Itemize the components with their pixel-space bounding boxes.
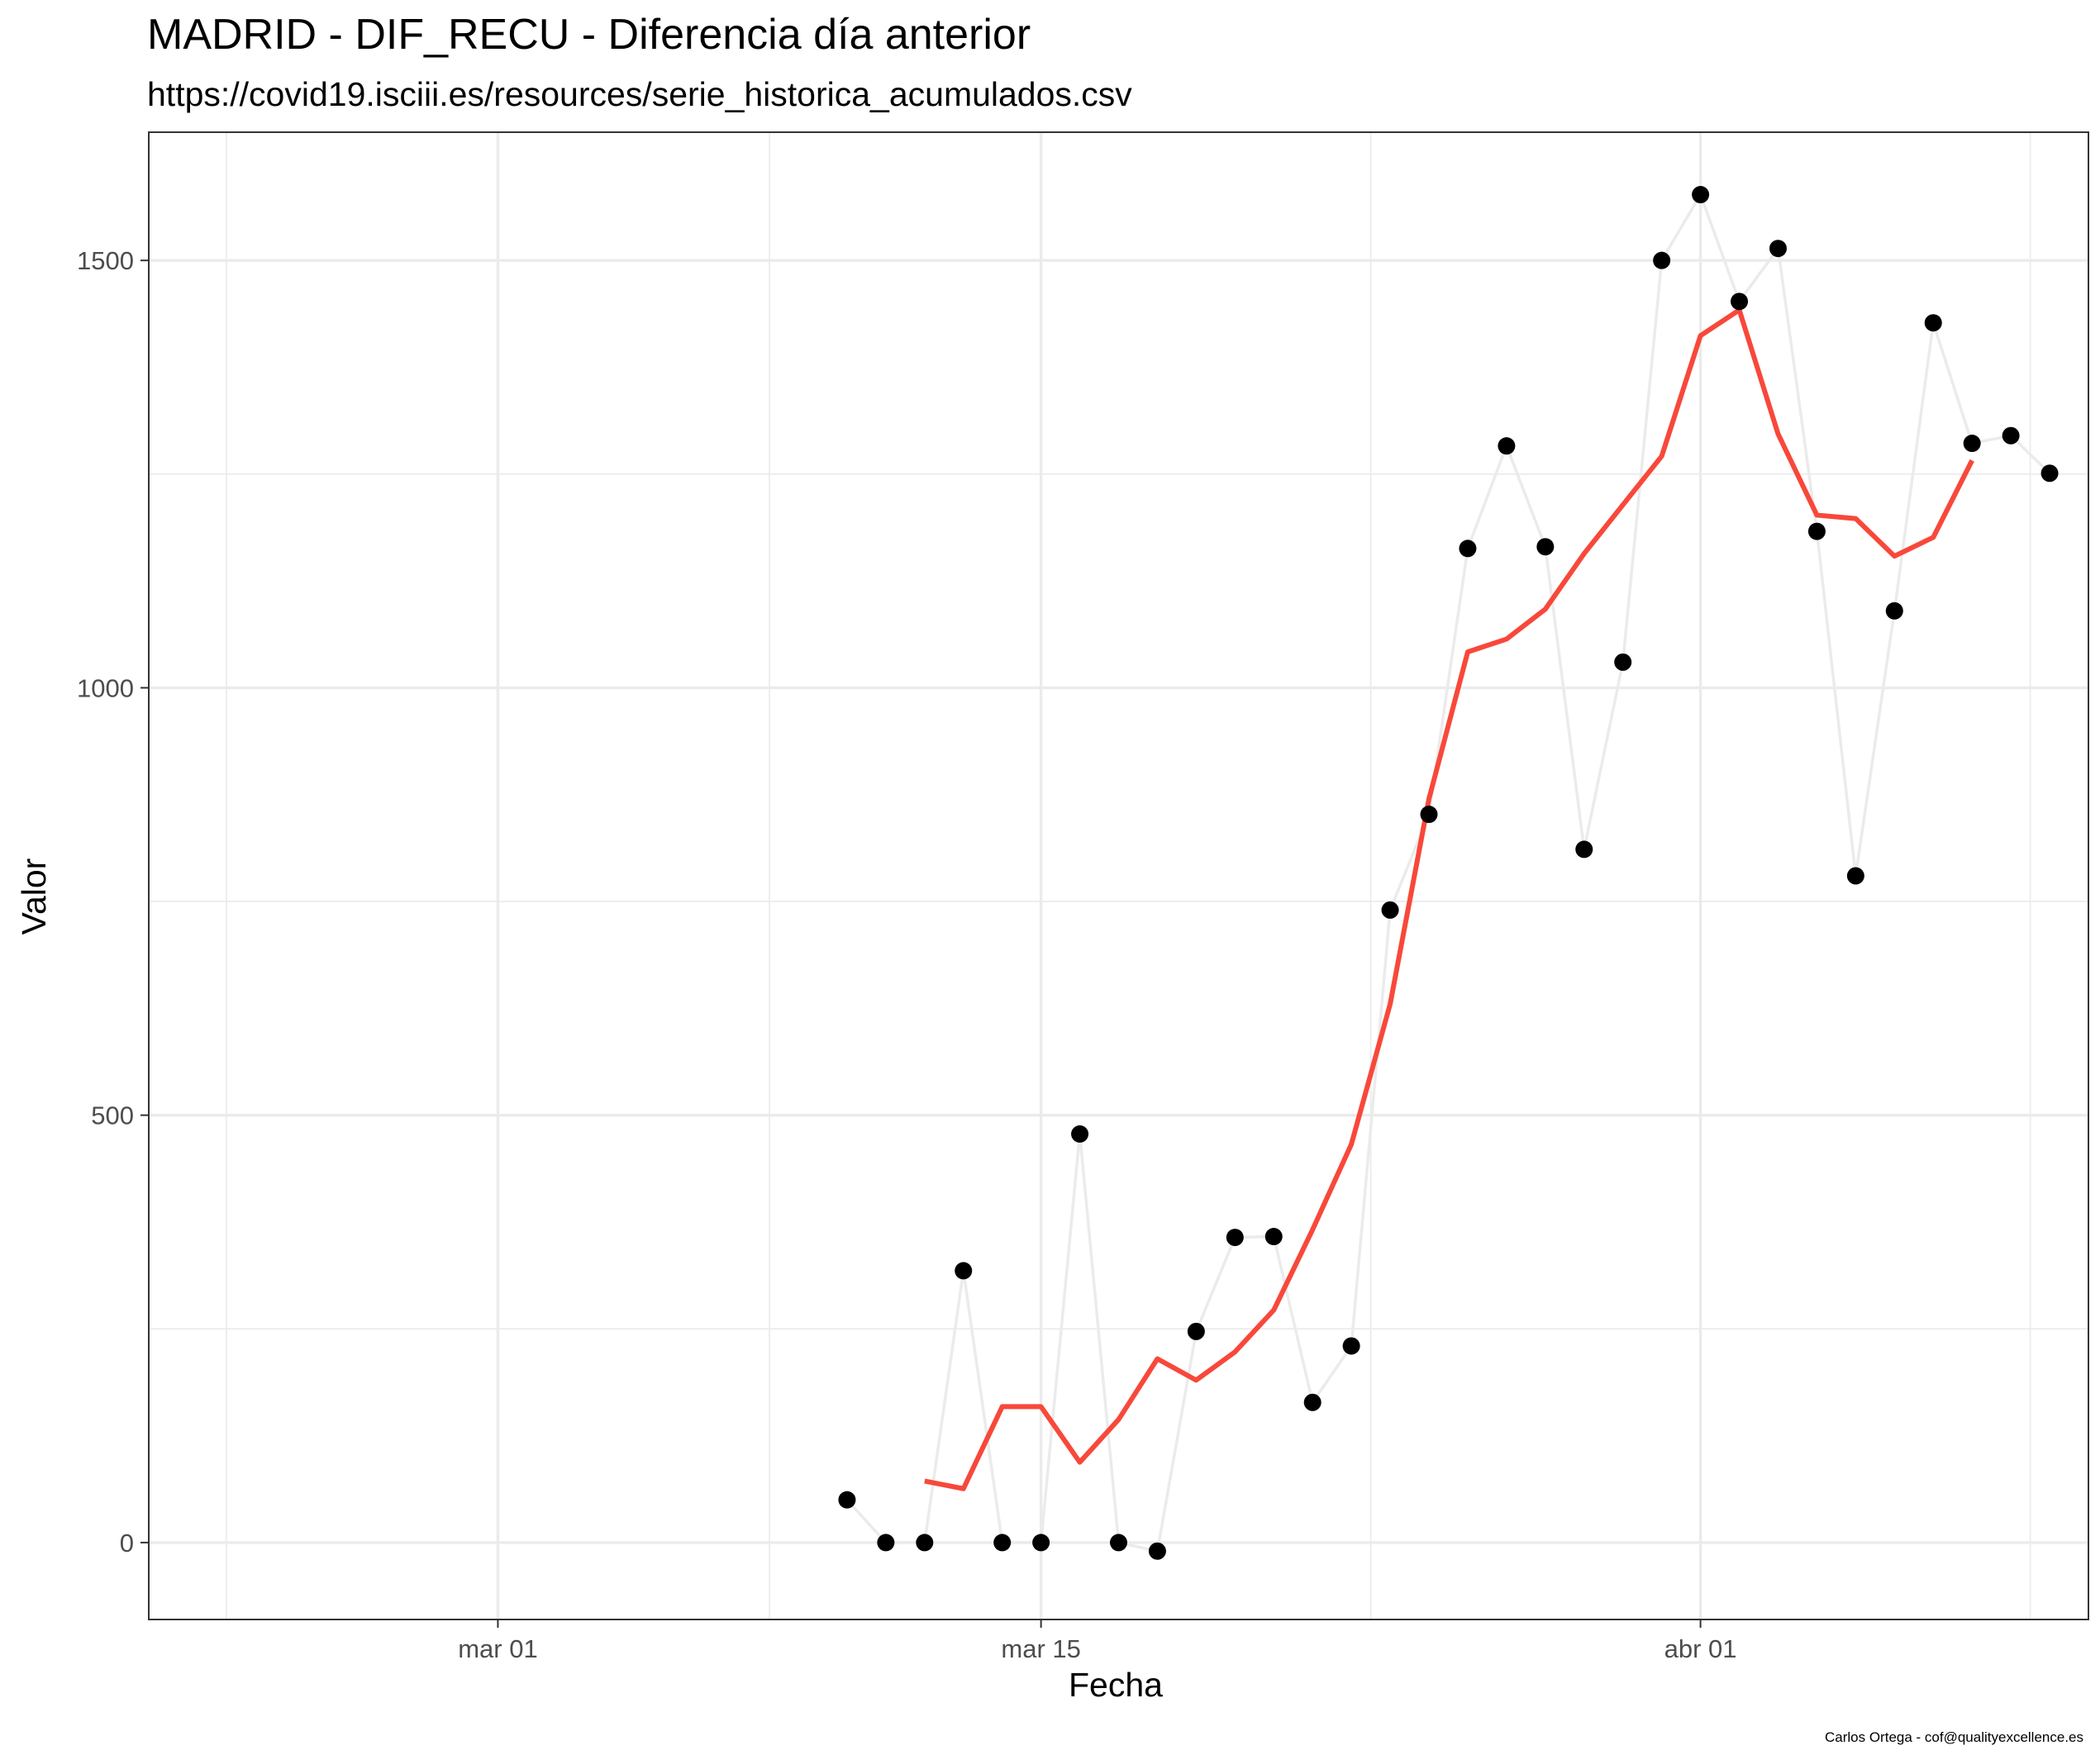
data-point xyxy=(916,1534,934,1552)
data-point xyxy=(1807,522,1826,540)
data-point xyxy=(1032,1534,1050,1552)
data-point xyxy=(1342,1337,1360,1355)
data-point xyxy=(1110,1534,1127,1552)
y-tick-label: 500 xyxy=(91,1101,134,1130)
x-axis-title: Fecha xyxy=(1069,1666,1163,1704)
data-point xyxy=(1575,840,1593,858)
data-point xyxy=(1381,901,1399,919)
y-tick-label: 0 xyxy=(120,1529,134,1558)
data-point xyxy=(1692,186,1710,204)
chart-caption: Carlos Ortega - cof@qualityexcellence.es xyxy=(1825,1729,2083,1745)
data-point xyxy=(2002,426,2020,445)
panel-border xyxy=(148,131,2089,1620)
plot-area: mar 01 mar 15 abr 01 0 500 1000 1500 xyxy=(77,131,2089,1663)
data-point xyxy=(1226,1229,1244,1247)
data-point xyxy=(1536,538,1555,556)
data-point xyxy=(1731,292,1749,311)
data-point xyxy=(993,1534,1012,1552)
raw-series-line xyxy=(845,193,2051,1553)
data-point xyxy=(1187,1322,1205,1340)
data-point xyxy=(1264,1228,1283,1246)
data-point xyxy=(1885,602,1903,620)
data-point xyxy=(1653,251,1671,269)
data-point xyxy=(838,1491,856,1509)
data-point xyxy=(1498,437,1516,455)
data-point xyxy=(1420,806,1438,824)
data-point xyxy=(1846,867,1864,885)
y-axis-title: Valor xyxy=(15,858,53,935)
x-tick-label: abr 01 xyxy=(1664,1634,1737,1663)
data-point xyxy=(1459,540,1477,558)
chart-title: MADRID - DIF_RECU - Diferencia día anter… xyxy=(147,11,1031,59)
data-point xyxy=(2040,464,2059,483)
data-point xyxy=(955,1262,973,1280)
data-point xyxy=(1963,435,1981,453)
x-tick-label: mar 01 xyxy=(458,1634,537,1663)
data-point xyxy=(1148,1542,1166,1560)
data-point xyxy=(1071,1125,1089,1143)
data-point xyxy=(877,1534,895,1552)
data-point xyxy=(1303,1393,1321,1411)
x-tick-label: mar 15 xyxy=(1001,1634,1080,1663)
smoothed-series-line xyxy=(924,307,1974,1491)
y-tick-label: 1000 xyxy=(77,673,134,702)
chart-subtitle: https://covid19.isciii.es/resources/seri… xyxy=(147,75,1132,113)
data-point xyxy=(1769,240,1787,258)
data-point xyxy=(1924,314,1942,332)
data-point xyxy=(1614,653,1632,671)
y-tick-label: 1500 xyxy=(77,246,134,275)
